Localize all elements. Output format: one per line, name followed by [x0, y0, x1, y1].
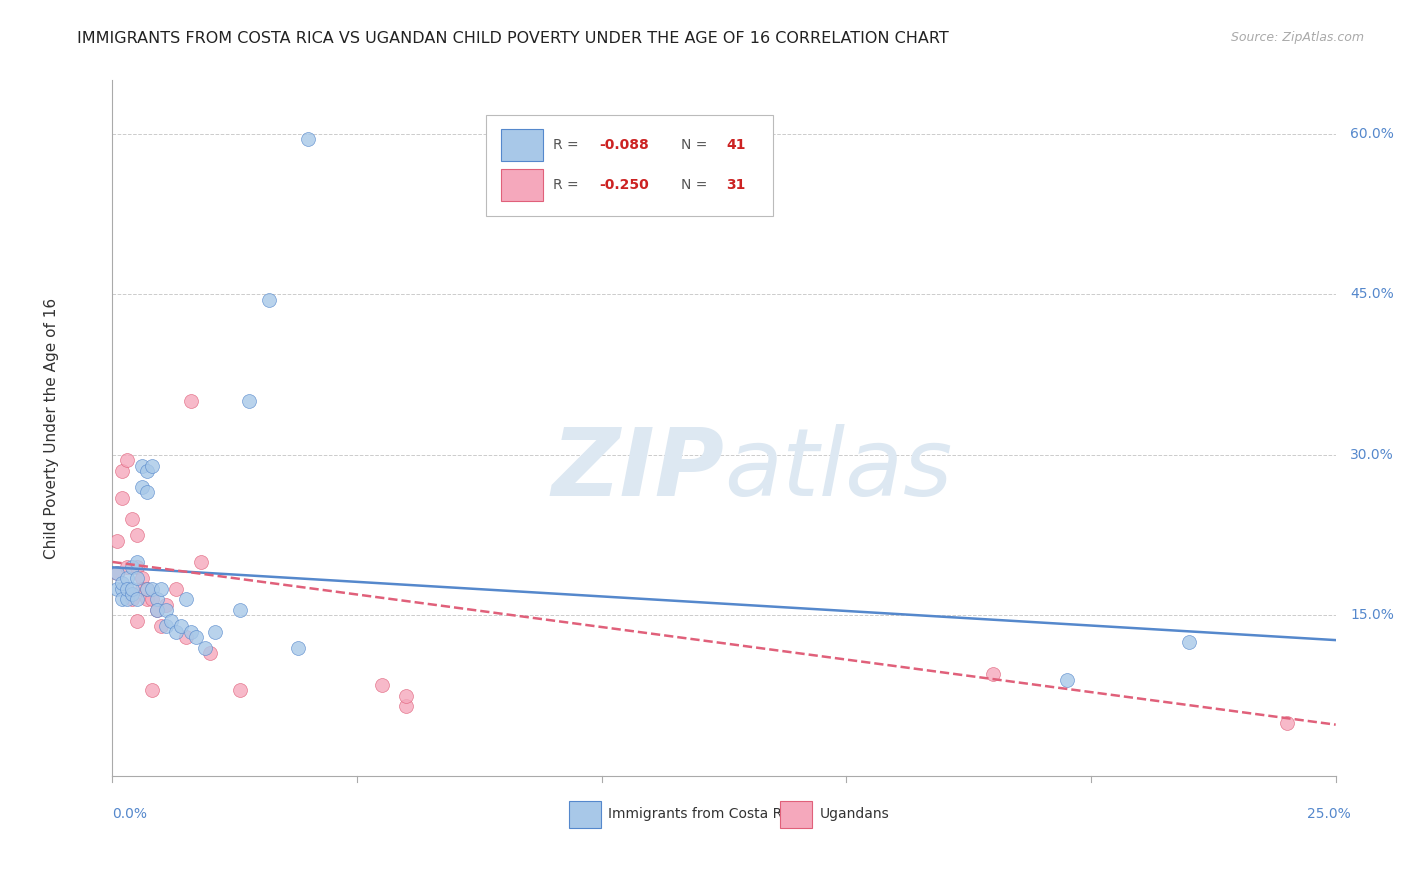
Point — [174, 592, 197, 607]
Point — [115, 571, 138, 585]
Point — [395, 689, 418, 703]
Point — [111, 592, 134, 607]
Point — [125, 571, 148, 585]
Point — [1275, 715, 1298, 730]
Text: R =: R = — [553, 178, 583, 192]
Point — [145, 603, 167, 617]
Text: -0.088: -0.088 — [599, 138, 650, 152]
Text: 0.0%: 0.0% — [112, 807, 148, 822]
Point — [141, 458, 163, 473]
FancyBboxPatch shape — [780, 801, 813, 828]
Point — [155, 598, 177, 612]
Point — [150, 582, 173, 596]
Text: 31: 31 — [727, 178, 747, 192]
Point — [141, 582, 163, 596]
Point — [1056, 673, 1078, 687]
Text: IMMIGRANTS FROM COSTA RICA VS UGANDAN CHILD POVERTY UNDER THE AGE OF 16 CORRELAT: IMMIGRANTS FROM COSTA RICA VS UGANDAN CH… — [77, 31, 949, 46]
Text: 15.0%: 15.0% — [1350, 608, 1395, 623]
Text: R =: R = — [553, 138, 583, 152]
Text: 30.0%: 30.0% — [1350, 448, 1395, 462]
Point — [135, 485, 157, 500]
Point — [160, 614, 183, 628]
Text: Child Poverty Under the Age of 16: Child Poverty Under the Age of 16 — [44, 298, 59, 558]
Text: Immigrants from Costa Rica: Immigrants from Costa Rica — [607, 807, 803, 822]
Point — [370, 678, 392, 692]
Point — [170, 619, 193, 633]
Text: 41: 41 — [727, 138, 747, 152]
Point — [115, 592, 138, 607]
Point — [131, 480, 153, 494]
Point — [180, 624, 202, 639]
FancyBboxPatch shape — [569, 801, 600, 828]
Point — [238, 394, 260, 409]
Text: 45.0%: 45.0% — [1350, 287, 1395, 301]
Text: N =: N = — [682, 138, 711, 152]
FancyBboxPatch shape — [502, 169, 543, 201]
Point — [121, 512, 143, 526]
Point — [1178, 635, 1201, 649]
Text: Ugandans: Ugandans — [820, 807, 889, 822]
Point — [135, 464, 157, 478]
Point — [121, 582, 143, 596]
Point — [155, 603, 177, 617]
Point — [174, 630, 197, 644]
Point — [165, 582, 187, 596]
Point — [981, 667, 1004, 681]
Point — [105, 566, 128, 580]
Point — [135, 592, 157, 607]
Point — [297, 132, 319, 146]
Text: atlas: atlas — [724, 425, 952, 516]
Point — [111, 576, 134, 591]
Point — [155, 619, 177, 633]
Point — [115, 453, 138, 467]
Point — [125, 555, 148, 569]
Point — [200, 646, 222, 660]
Point — [287, 640, 309, 655]
Point — [141, 592, 163, 607]
Point — [145, 592, 167, 607]
Point — [111, 464, 134, 478]
Point — [257, 293, 280, 307]
Point — [131, 582, 153, 596]
Point — [111, 582, 134, 596]
Point — [105, 582, 128, 596]
Point — [131, 571, 153, 585]
Point — [131, 458, 153, 473]
Text: 25.0%: 25.0% — [1306, 807, 1350, 822]
Point — [105, 566, 128, 580]
Point — [395, 699, 418, 714]
Point — [204, 624, 226, 639]
Point — [228, 603, 250, 617]
Point — [111, 491, 134, 505]
Point — [135, 582, 157, 596]
Point — [115, 560, 138, 574]
Point — [121, 592, 143, 607]
Point — [165, 624, 187, 639]
Point — [125, 560, 148, 574]
Point — [180, 394, 202, 409]
Text: N =: N = — [682, 178, 711, 192]
Text: -0.250: -0.250 — [599, 178, 650, 192]
Point — [194, 640, 217, 655]
Text: Source: ZipAtlas.com: Source: ZipAtlas.com — [1230, 31, 1364, 45]
Point — [141, 683, 163, 698]
Point — [121, 560, 143, 574]
Text: 60.0%: 60.0% — [1350, 127, 1395, 141]
Point — [115, 582, 138, 596]
Point — [190, 555, 212, 569]
Point — [125, 528, 148, 542]
Text: ZIP: ZIP — [551, 424, 724, 516]
Point — [125, 614, 148, 628]
Point — [145, 603, 167, 617]
Point — [105, 533, 128, 548]
Point — [228, 683, 250, 698]
FancyBboxPatch shape — [485, 115, 773, 216]
Point — [184, 630, 207, 644]
Point — [135, 582, 157, 596]
Point — [121, 587, 143, 601]
FancyBboxPatch shape — [502, 129, 543, 161]
Point — [125, 592, 148, 607]
Point — [150, 619, 173, 633]
